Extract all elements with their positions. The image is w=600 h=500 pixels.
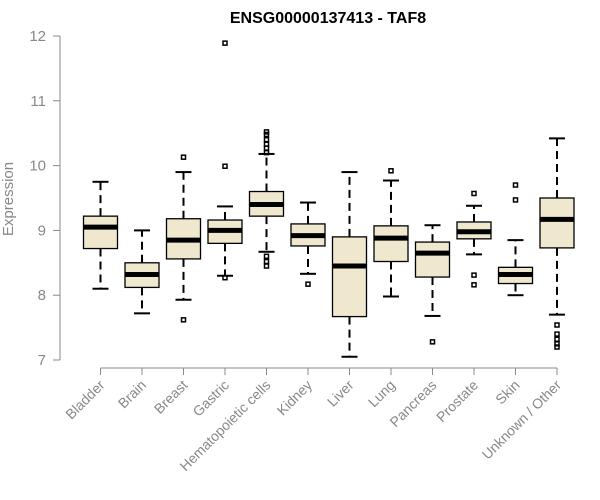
- y-axis: 7 8 9 10 11 12: [29, 28, 61, 369]
- outlier-point: [512, 182, 519, 188]
- y-tick-label: 10: [29, 158, 46, 175]
- x-tick-label: Breast: [151, 377, 191, 417]
- box-group: [373, 168, 409, 298]
- outlier-point: [429, 339, 436, 345]
- x-tick-label: Kidney: [274, 377, 316, 419]
- outlier-point: [263, 141, 270, 147]
- box-group: [497, 182, 534, 297]
- box-group: [331, 171, 368, 358]
- outlier-point: [554, 322, 560, 328]
- outlier-point: [222, 163, 228, 169]
- outlier-point: [512, 197, 519, 203]
- outlier-point: [263, 253, 270, 260]
- outlier-point: [263, 129, 270, 135]
- outlier-point: [222, 274, 228, 281]
- outlier-point: [263, 258, 270, 265]
- x-tick-label: Skin: [492, 377, 523, 408]
- x-tick-label: Lung: [365, 377, 398, 410]
- x-tick-label: Liver: [324, 377, 357, 410]
- box-group: [539, 137, 575, 350]
- box-group: [165, 154, 202, 323]
- outlier-point: [305, 281, 311, 287]
- outlier-point: [222, 40, 228, 46]
- chart-title: ENSG00000137413 - TAF8: [230, 10, 426, 27]
- outlier-point: [554, 344, 560, 350]
- box-group: [248, 129, 285, 269]
- box-group: [207, 40, 243, 281]
- box-group: [456, 190, 492, 288]
- x-tick-label: Prostate: [433, 377, 481, 425]
- y-tick-label: 7: [38, 352, 46, 369]
- box: [539, 197, 575, 249]
- outlier-point: [471, 272, 477, 278]
- box-group: [414, 224, 451, 345]
- y-tick-label: 9: [38, 222, 46, 239]
- y-tick-label: 8: [38, 287, 46, 304]
- outlier-point: [388, 168, 394, 174]
- box: [373, 225, 409, 263]
- outlier-point: [263, 136, 270, 143]
- box: [331, 236, 368, 318]
- box: [82, 215, 119, 250]
- box-series: [82, 40, 575, 358]
- y-axis-label: Expression: [0, 162, 17, 236]
- outlier-point: [554, 336, 560, 343]
- outlier-point: [180, 154, 187, 160]
- box: [414, 241, 451, 278]
- box-group: [82, 180, 119, 290]
- outlier-point: [471, 282, 477, 288]
- x-tick-label: Bladder: [62, 377, 108, 423]
- x-tick-label: Unknown / Other: [479, 377, 565, 463]
- outlier-point: [554, 341, 560, 347]
- y-tick-label: 11: [30, 93, 46, 110]
- box-group: [124, 229, 160, 315]
- outlier-point: [471, 190, 477, 197]
- outlier-point: [263, 149, 270, 156]
- outlier-point: [263, 263, 270, 269]
- y-tick-label: 12: [29, 28, 46, 45]
- box-group: [290, 201, 326, 287]
- outlier-point: [554, 331, 560, 337]
- outlier-point: [180, 317, 187, 323]
- x-tick-label: Brain: [115, 377, 149, 411]
